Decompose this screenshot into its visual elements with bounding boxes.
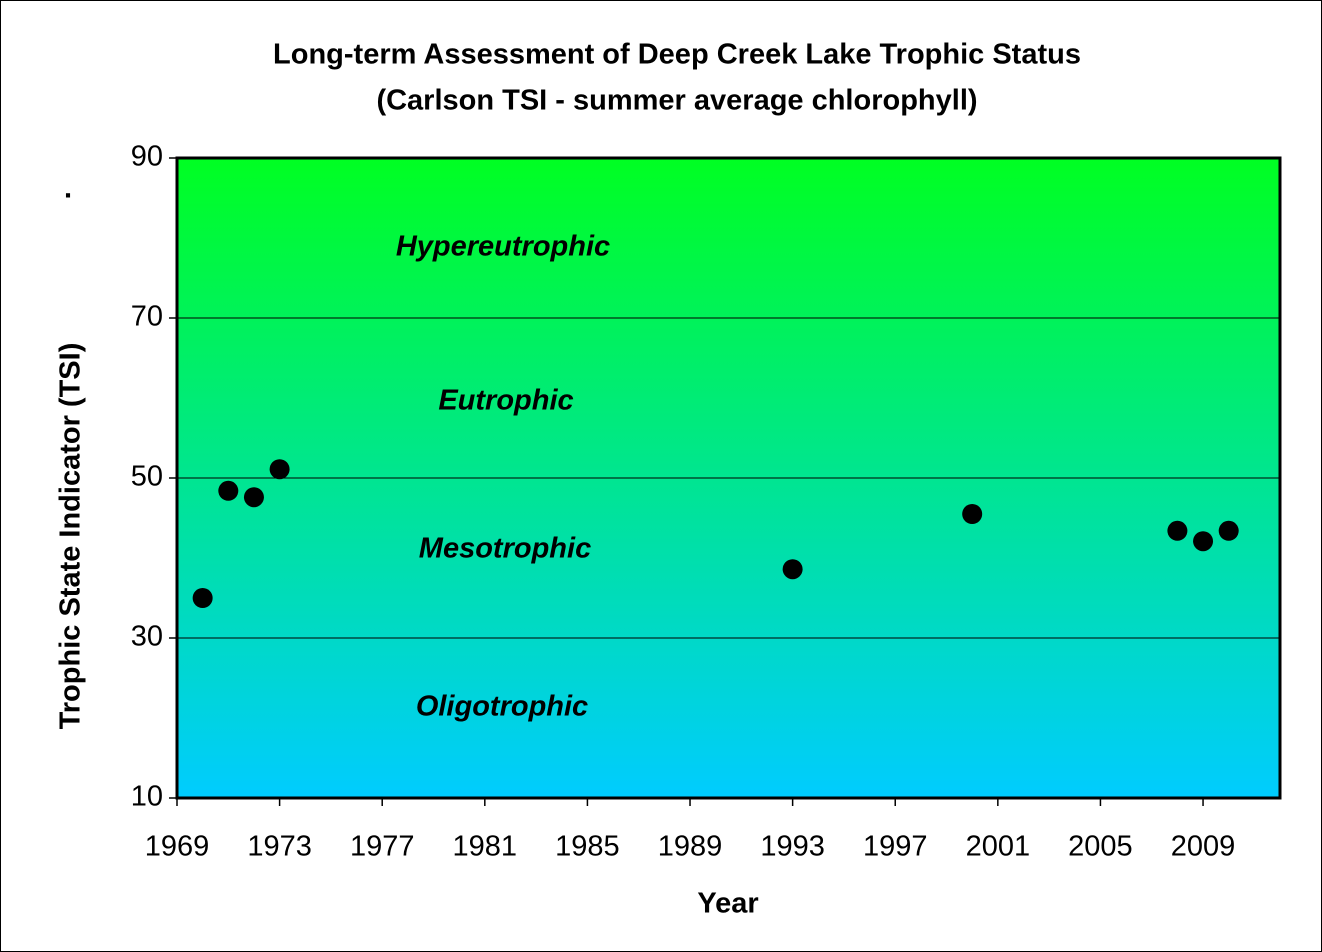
point [1218,520,1239,541]
x-tick-label: 1969 [145,831,210,863]
point [218,480,239,501]
x-tick-label: 1973 [247,831,312,863]
x-tick-label: 2005 [1068,831,1133,863]
y-tick-label: 10 [131,781,163,813]
y-axis-label: Trophic State Indicator (TSI) [55,343,87,730]
x-tick-label: 1977 [350,831,415,863]
zone-label: Hypereutrophic [396,231,610,263]
y-tick-label: 30 [131,621,163,653]
y-tick-label: 90 [131,141,163,173]
y-tick-label: 50 [131,461,163,493]
zone-label: Mesotrophic [419,533,591,565]
zone-label: Eutrophic [438,385,573,417]
x-tick-label: 1981 [453,831,518,863]
point [192,588,213,608]
chart-title: Long-term Assessment of Deep Creek Lake … [273,39,1081,71]
y-tick-label: 70 [131,301,163,333]
chart-subtitle: (Carlson TSI - summer average chlorophyl… [376,85,977,117]
plot-border [175,156,1282,800]
x-tick-label: 1997 [863,831,928,863]
x-tick-label: 1989 [658,831,723,863]
point [269,459,290,480]
point [243,487,264,508]
x-axis-label: Year [697,888,758,920]
x-tick-label: 1985 [555,831,620,863]
zone-label: Oligotrophic [416,691,588,723]
point [1167,520,1188,541]
point [1193,531,1214,552]
corner-mark: . [64,173,72,205]
x-tick-label: 1993 [760,831,825,863]
point [962,504,983,524]
x-tick-label: 2001 [966,831,1031,863]
point [782,559,803,580]
x-tick-label: 2009 [1171,831,1236,863]
